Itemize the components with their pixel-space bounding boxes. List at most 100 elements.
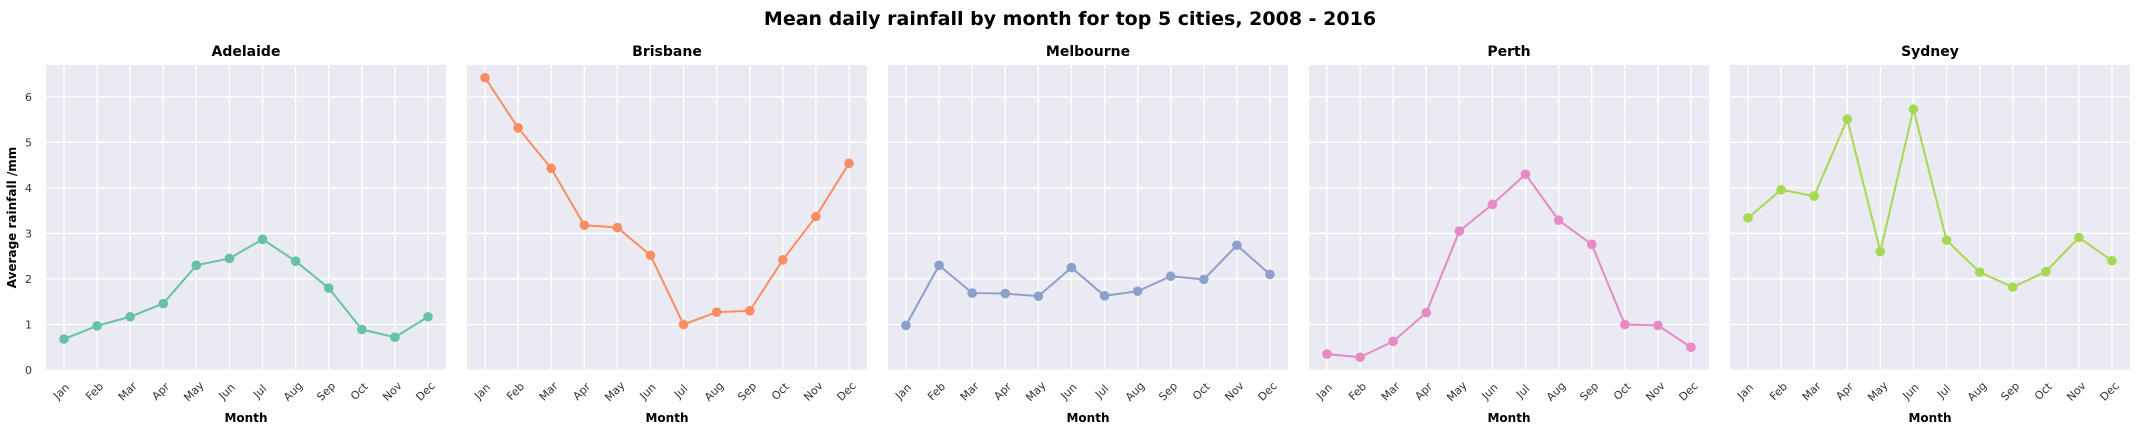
data-point — [711, 307, 722, 317]
x-axis-label: Month — [1487, 411, 1530, 425]
plot-background — [46, 65, 446, 370]
data-point — [546, 163, 556, 174]
data-point — [2074, 232, 2084, 243]
data-point — [2107, 255, 2117, 266]
panel-adelaide: Adelaide 0 1 2 3 4 5 6 Jan Feb Mar Apr May Jun Jul Aug S… — [25, 44, 446, 425]
x-tick-label: Aug — [1544, 379, 1568, 403]
data-point — [59, 334, 69, 344]
data-point — [744, 306, 755, 316]
data-point — [191, 260, 202, 271]
data-point — [224, 253, 235, 264]
x-tick-label: Apr — [149, 380, 172, 403]
x-tick-label: Apr — [1833, 380, 1856, 403]
series-line — [484, 77, 850, 326]
x-tick-label: May — [602, 379, 628, 405]
data-point — [1033, 291, 1044, 302]
x-tick-label: Nov — [801, 379, 826, 404]
x-tick-label: Aug — [1965, 379, 1989, 403]
data-point — [1265, 269, 1275, 280]
series-line — [1326, 172, 1692, 359]
x-tick-label: Oct — [348, 380, 371, 403]
x-tick-label: Dec — [413, 379, 437, 403]
x-tick-label: Jun — [1479, 381, 1501, 403]
data-point — [2041, 266, 2051, 277]
x-tick-label: Jul — [1934, 382, 1953, 401]
data-point — [1355, 352, 1365, 363]
data-point — [1520, 169, 1531, 180]
data-point — [1776, 184, 1786, 195]
data-point — [1809, 191, 1819, 201]
panel-melbourne: Melbourne Jan Feb Mar Apr May Jun Jul Aug Sep Oct N… — [888, 44, 1288, 425]
chart-title: Mean daily rainfall by month for top 5 c… — [764, 8, 1376, 30]
data-point — [158, 298, 169, 309]
panel-sydney: Sydney Jan Feb Mar Apr May Jun Jul Aug Sep Oct Nov D… — [1730, 44, 2130, 425]
x-tick-label: Jun — [1900, 381, 1922, 403]
plot-background — [1730, 65, 2130, 370]
series-line — [63, 238, 429, 340]
data-point — [1941, 235, 1952, 246]
x-axis-label: Month — [224, 411, 267, 425]
data-point — [1974, 267, 1985, 277]
x-tick-label: Jan — [1313, 381, 1335, 403]
data-point — [1132, 286, 1143, 297]
series-line — [905, 243, 1271, 326]
y-tick-label: 6 — [25, 91, 32, 104]
data-point — [1199, 274, 1209, 285]
x-tick-label: Apr — [1412, 380, 1435, 403]
x-tick-label: Jul — [1092, 382, 1111, 401]
y-tick-label: 4 — [25, 182, 32, 195]
y-tick-label: 1 — [25, 318, 32, 331]
data-point — [480, 72, 490, 83]
x-tick-label: Jun — [637, 381, 659, 403]
x-tick-label: May — [1865, 379, 1891, 405]
x-tick-label: Mar — [1800, 379, 1824, 403]
plot-background — [1309, 65, 1709, 370]
x-tick-label: Dec — [1255, 379, 1279, 403]
data-point — [125, 311, 135, 322]
x-axis-label: Month — [1066, 411, 1109, 425]
x-tick-label: Dec — [1676, 379, 1700, 403]
x-axis-label: Month — [645, 411, 688, 425]
data-point — [2007, 282, 2018, 292]
x-axis-label: Month — [1908, 411, 1951, 425]
x-tick-label: Nov — [380, 379, 405, 404]
panel-perth: Perth Jan Feb Mar Apr May Jun Jul Aug Sep Oct Nov De… — [1309, 44, 1709, 425]
plot-background — [888, 65, 1288, 370]
data-point — [1487, 199, 1498, 210]
x-tick-label: Sep — [314, 380, 338, 404]
data-point — [1743, 213, 1753, 223]
x-tick-label: Aug — [281, 379, 305, 403]
data-point — [1232, 240, 1242, 251]
data-point — [967, 288, 977, 298]
x-tick-label: Feb — [1767, 380, 1790, 403]
data-point — [92, 321, 102, 331]
x-tick-label: May — [1023, 379, 1049, 405]
y-axis-label: Average rainfall /mm — [5, 147, 19, 289]
x-tick-label: May — [1444, 379, 1470, 405]
x-tick-label: Feb — [504, 380, 527, 403]
data-point — [1000, 288, 1011, 299]
data-point — [579, 220, 590, 231]
x-tick-label: Mar — [537, 379, 561, 403]
x-tick-label: Feb — [83, 380, 106, 403]
data-point — [1421, 307, 1432, 318]
y-tick-label: 0 — [25, 364, 32, 377]
data-point — [1165, 271, 1176, 282]
data-point — [901, 320, 911, 331]
x-tick-label: Apr — [991, 380, 1014, 403]
data-point — [844, 158, 854, 169]
data-point — [1454, 226, 1465, 236]
data-point — [1388, 336, 1398, 347]
panel-title: Sydney — [1901, 44, 1959, 60]
data-point — [290, 256, 301, 267]
x-tick-label: Nov — [2064, 379, 2089, 404]
x-tick-label: Mar — [958, 379, 982, 403]
data-point — [811, 211, 821, 222]
x-tick-label: Dec — [2097, 379, 2121, 403]
y-tick-label: 5 — [25, 136, 32, 149]
x-tick-label: Nov — [1643, 379, 1668, 404]
data-point — [1586, 239, 1597, 250]
x-tick-label: Aug — [1123, 379, 1147, 403]
